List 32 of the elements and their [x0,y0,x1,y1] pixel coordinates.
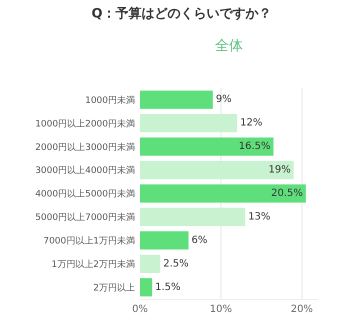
data-label: 2.5% [163,258,189,270]
bar [140,254,160,273]
data-label: 20.5% [271,188,303,199]
bar [140,114,238,132]
y-tick-label: 1万円以上2万円未満 [52,258,135,270]
y-tick-label: 4000円以上5000円未満 [35,188,135,200]
y-tick-label: 3000円以上4000円未満 [35,165,135,176]
data-label: 1.5% [155,282,181,293]
bar [140,278,152,296]
y-tick-label: 5000円以上7000円未満 [35,212,135,224]
data-label: 9% [216,94,232,106]
bar [140,160,294,180]
y-tick-label: 2万円以上 [93,282,135,294]
x-tick-label: 20% [290,304,313,315]
bar [140,90,213,109]
data-label: 16.5% [238,141,270,152]
y-tick-label: 7000円以上1万円未満 [43,236,135,247]
y-tick-label: 2000円以上3000円未満 [35,142,135,153]
data-label: 12% [240,118,262,129]
y-tick-label: 1000円未満 [85,94,135,106]
y-tick-label: 1000円以上2000円未満 [35,118,135,130]
bar [140,208,246,226]
x-tick-label: 0% [132,304,148,315]
x-tick-label: 10% [210,304,232,315]
chart-title: Q：予算はどのくらいですか？ [91,6,272,22]
data-label: 19% [268,164,291,176]
chart-subtitle: 全体 [215,38,243,54]
bar [140,184,306,203]
bar [140,137,274,156]
bar [140,231,189,250]
data-label: 6% [192,234,208,246]
data-label: 13% [248,211,270,222]
